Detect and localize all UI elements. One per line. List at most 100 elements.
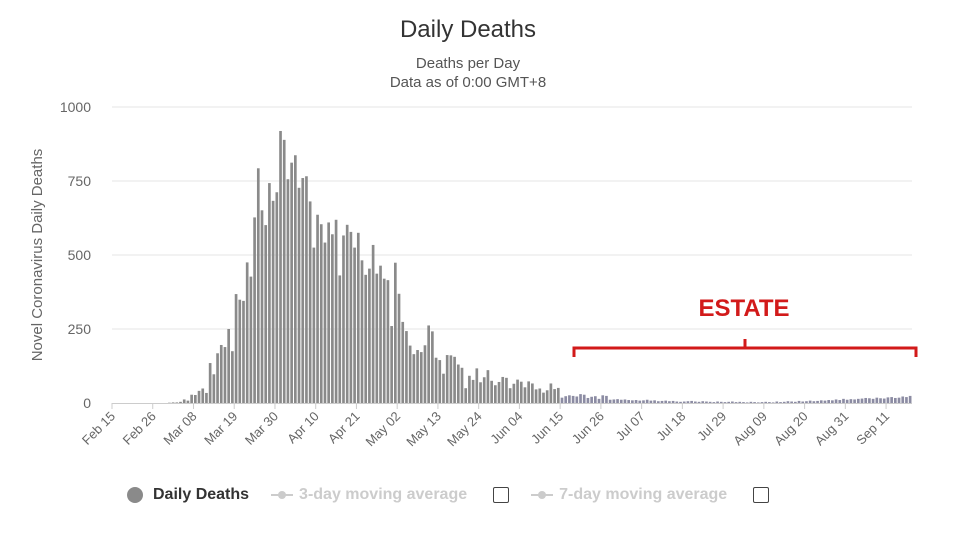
bar[interactable] bbox=[734, 402, 738, 403]
bar[interactable] bbox=[231, 351, 234, 403]
bar[interactable] bbox=[482, 377, 486, 403]
bar[interactable] bbox=[668, 401, 671, 403]
bar[interactable] bbox=[431, 331, 434, 403]
bar[interactable] bbox=[782, 401, 786, 403]
bar[interactable] bbox=[386, 280, 390, 403]
bar[interactable] bbox=[175, 402, 179, 403]
bar[interactable] bbox=[342, 235, 345, 403]
bar[interactable] bbox=[853, 399, 856, 403]
bar[interactable] bbox=[464, 388, 468, 403]
bar[interactable] bbox=[705, 401, 708, 403]
bar[interactable] bbox=[445, 355, 449, 403]
bar[interactable] bbox=[879, 398, 882, 403]
bar[interactable] bbox=[768, 402, 771, 403]
bar[interactable] bbox=[349, 231, 353, 403]
bar[interactable] bbox=[575, 396, 579, 403]
bar[interactable] bbox=[334, 219, 338, 403]
bar[interactable] bbox=[805, 401, 808, 403]
bar[interactable] bbox=[794, 401, 797, 403]
bar[interactable] bbox=[797, 400, 801, 403]
bar[interactable] bbox=[316, 214, 319, 403]
bar[interactable] bbox=[579, 394, 582, 403]
bar[interactable] bbox=[875, 397, 879, 403]
bar[interactable] bbox=[427, 325, 430, 403]
bar[interactable] bbox=[249, 276, 253, 403]
bar[interactable] bbox=[838, 400, 842, 403]
bar[interactable] bbox=[823, 400, 827, 403]
bar[interactable] bbox=[360, 260, 364, 403]
bar[interactable] bbox=[516, 379, 519, 403]
bar[interactable] bbox=[238, 299, 242, 403]
bar[interactable] bbox=[312, 247, 316, 403]
bar[interactable] bbox=[660, 400, 664, 403]
bar[interactable] bbox=[190, 394, 193, 403]
bar[interactable] bbox=[790, 401, 793, 403]
bar[interactable] bbox=[842, 398, 845, 403]
bar[interactable] bbox=[738, 401, 742, 403]
bar[interactable] bbox=[327, 222, 330, 403]
bar[interactable] bbox=[294, 155, 297, 403]
bar[interactable] bbox=[890, 397, 893, 403]
bar[interactable] bbox=[264, 225, 268, 403]
bar[interactable] bbox=[449, 355, 453, 403]
bar[interactable] bbox=[571, 395, 575, 403]
bar[interactable] bbox=[682, 401, 686, 403]
bar[interactable] bbox=[716, 401, 719, 403]
bar[interactable] bbox=[860, 398, 864, 403]
bar[interactable] bbox=[612, 399, 616, 403]
bar[interactable] bbox=[212, 374, 216, 403]
bar[interactable] bbox=[227, 329, 230, 403]
bar[interactable] bbox=[305, 176, 308, 403]
bar[interactable] bbox=[553, 389, 556, 403]
bar[interactable] bbox=[586, 397, 590, 403]
bar[interactable] bbox=[627, 400, 630, 403]
bar[interactable] bbox=[690, 400, 693, 403]
bar[interactable] bbox=[631, 400, 634, 403]
bar[interactable] bbox=[223, 347, 227, 403]
bar[interactable] bbox=[731, 401, 734, 403]
bar[interactable] bbox=[401, 321, 405, 403]
bar[interactable] bbox=[834, 399, 838, 403]
bar[interactable] bbox=[649, 400, 653, 403]
bar[interactable] bbox=[353, 247, 356, 403]
bar[interactable] bbox=[897, 397, 901, 403]
bar[interactable] bbox=[819, 400, 823, 403]
bar[interactable] bbox=[486, 370, 490, 403]
bar[interactable] bbox=[656, 401, 660, 403]
bar[interactable] bbox=[523, 387, 527, 403]
bar[interactable] bbox=[545, 390, 549, 403]
bar[interactable] bbox=[638, 400, 642, 403]
bar[interactable] bbox=[234, 294, 238, 403]
bar[interactable] bbox=[590, 396, 593, 403]
bar[interactable] bbox=[675, 401, 679, 403]
bar[interactable] bbox=[601, 395, 605, 403]
bar[interactable] bbox=[775, 401, 779, 403]
bar[interactable] bbox=[771, 402, 775, 403]
bar[interactable] bbox=[868, 398, 871, 403]
bar[interactable] bbox=[719, 401, 723, 403]
checkbox-3day-average[interactable] bbox=[493, 487, 510, 503]
bar[interactable] bbox=[756, 402, 760, 403]
bar[interactable] bbox=[653, 400, 656, 403]
bar[interactable] bbox=[253, 217, 256, 403]
bar[interactable] bbox=[368, 268, 371, 403]
bar[interactable] bbox=[412, 354, 416, 403]
bar[interactable] bbox=[679, 401, 682, 403]
bar[interactable] bbox=[686, 401, 690, 403]
bar[interactable] bbox=[616, 399, 619, 403]
bar[interactable] bbox=[182, 399, 186, 403]
bar[interactable] bbox=[831, 400, 834, 403]
bar[interactable] bbox=[856, 398, 860, 403]
bar[interactable] bbox=[364, 274, 368, 403]
bar[interactable] bbox=[408, 345, 412, 403]
bar[interactable] bbox=[764, 401, 768, 403]
bar[interactable] bbox=[490, 380, 493, 403]
bar[interactable] bbox=[749, 401, 753, 403]
bar[interactable] bbox=[664, 400, 668, 403]
bar[interactable] bbox=[416, 350, 419, 403]
bar[interactable] bbox=[886, 397, 890, 403]
bar[interactable] bbox=[345, 224, 349, 403]
bar[interactable] bbox=[594, 396, 597, 403]
bar[interactable] bbox=[434, 357, 438, 403]
bar[interactable] bbox=[179, 401, 182, 403]
